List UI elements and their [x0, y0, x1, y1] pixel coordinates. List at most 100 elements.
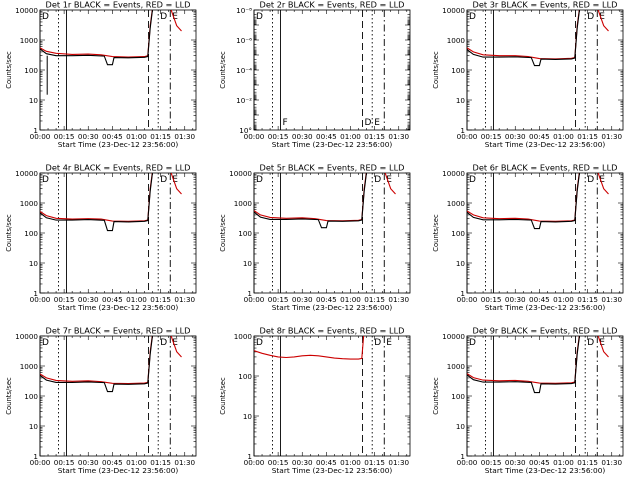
x-tick-label: 01:15	[364, 132, 385, 141]
x-tick-label: 00:00	[457, 295, 478, 304]
y-axis-label: Counts/sec	[219, 377, 227, 415]
events-rate-line	[467, 336, 581, 394]
x-tick-label: 00:45	[316, 458, 337, 467]
x-tick-label: 00:00	[30, 295, 51, 304]
x-tick-label: 00:00	[244, 295, 265, 304]
plot-frame	[253, 335, 411, 457]
x-tick-label: 00:30	[505, 458, 526, 467]
lld-rate-line	[467, 336, 609, 384]
y-tick-label: 1	[247, 452, 252, 461]
y-tick-label: 10	[243, 259, 253, 268]
event-marker-label: E	[386, 175, 392, 185]
y-tick-label: 10	[29, 259, 39, 268]
y-tick-label: 1	[460, 452, 465, 461]
y-tick-label: 1000	[447, 362, 466, 371]
y-tick-label: 1	[33, 452, 38, 461]
x-tick-label: 00:15	[481, 132, 502, 141]
y-tick-label: 10	[456, 96, 466, 105]
y-tick-label: 100	[451, 66, 465, 75]
y-tick-label: 10	[243, 412, 253, 421]
x-tick-label: 01:30	[601, 295, 622, 304]
plot-frame	[466, 335, 624, 457]
event-marker-label: E	[386, 338, 392, 348]
x-axis-label: Start Time (23-Dec-12 23:56:00)	[58, 140, 179, 149]
x-tick-label: 01:30	[174, 295, 195, 304]
x-tick-label: 00:45	[529, 132, 550, 141]
event-marker-label: D	[587, 175, 594, 185]
event-marker-label: E	[599, 338, 605, 348]
y-tick-label: 10000	[442, 169, 465, 178]
y-tick-label: 1	[460, 289, 465, 298]
lld-rate-line	[40, 10, 182, 58]
event-marker-label: D	[587, 338, 594, 348]
chart-title: Det 8r BLACK = Events, RED = LLD	[260, 326, 405, 336]
x-axis-label: Start Time (23-Dec-12 23:56:00)	[58, 466, 179, 475]
event-marker-label: D	[374, 175, 381, 185]
chart-title: Det 7r BLACK = Events, RED = LLD	[46, 326, 191, 336]
events-rate-line	[254, 173, 368, 229]
x-tick-label: 00:30	[292, 132, 313, 141]
event-marker-label: D	[365, 118, 372, 128]
x-tick-label: 01:30	[388, 132, 409, 141]
y-tick-label: 1000	[234, 332, 253, 341]
y-axis-label: Counts/sec	[432, 51, 440, 89]
x-tick-label: 00:45	[316, 132, 337, 141]
x-tick-label: 01:00	[553, 458, 574, 467]
x-tick-label: 00:45	[102, 295, 123, 304]
panel-det-1: Det 1r BLACK = Events, RED = LLD 00:00 00:…	[5, 0, 197, 149]
y-tick-label: 100	[451, 229, 465, 238]
x-tick-label: 00:45	[102, 132, 123, 141]
y-tick-label: 10⁻⁸	[236, 6, 252, 15]
y-tick-label: 10	[456, 259, 466, 268]
y-tick-label: 1000	[20, 36, 39, 45]
x-tick-label: 01:00	[340, 295, 361, 304]
x-axis-label: Start Time (23-Dec-12 23:56:00)	[485, 303, 606, 312]
x-tick-label: 00:30	[78, 295, 99, 304]
x-tick-label: 01:30	[174, 132, 195, 141]
event-marker-label: D	[256, 12, 263, 22]
event-marker-label: D	[256, 175, 263, 185]
x-tick-label: 00:45	[102, 458, 123, 467]
lld-rate-line	[254, 336, 365, 360]
x-tick-label: 01:00	[126, 295, 147, 304]
y-tick-label: 100	[451, 392, 465, 401]
x-tick-label: 00:00	[244, 132, 265, 141]
event-marker-label: D	[160, 175, 167, 185]
event-marker-label: F	[283, 118, 288, 128]
x-tick-label: 00:00	[30, 132, 51, 141]
chart-title: Det 5r BLACK = Events, RED = LLD	[260, 163, 405, 173]
plot-frame	[466, 9, 624, 131]
y-axis-label: Counts/sec	[432, 214, 440, 252]
x-tick-label: 01:00	[553, 295, 574, 304]
x-tick-label: 01:15	[364, 458, 385, 467]
x-tick-label: 00:30	[78, 458, 99, 467]
y-tick-label: 1000	[234, 199, 253, 208]
x-tick-label: 00:15	[268, 132, 289, 141]
y-tick-label: 10°	[239, 126, 252, 135]
event-marker-label: D	[374, 338, 381, 348]
plot-frame	[39, 172, 197, 294]
x-axis-label: Start Time (23-Dec-12 23:56:00)	[485, 140, 606, 149]
y-axis-label: Counts/sec	[5, 51, 13, 89]
event-marker-label: E	[599, 175, 605, 185]
plot-frame	[39, 9, 197, 131]
y-tick-label: 1	[33, 126, 38, 135]
events-rate-line	[40, 173, 154, 232]
x-tick-label: 00:15	[481, 295, 502, 304]
event-marker-label: D	[160, 338, 167, 348]
event-marker-label: E	[599, 12, 605, 22]
y-tick-label: 1000	[447, 36, 466, 45]
x-tick-label: 01:30	[601, 458, 622, 467]
chart-title: Det 1r BLACK = Events, RED = LLD	[46, 0, 191, 10]
events-rate-line	[40, 336, 154, 393]
chart-title: Det 3r BLACK = Events, RED = LLD	[473, 0, 618, 10]
x-tick-label: 00:15	[481, 458, 502, 467]
x-axis-label: Start Time (23-Dec-12 23:56:00)	[485, 466, 606, 475]
y-tick-label: 1	[460, 126, 465, 135]
x-tick-label: 00:30	[78, 132, 99, 141]
